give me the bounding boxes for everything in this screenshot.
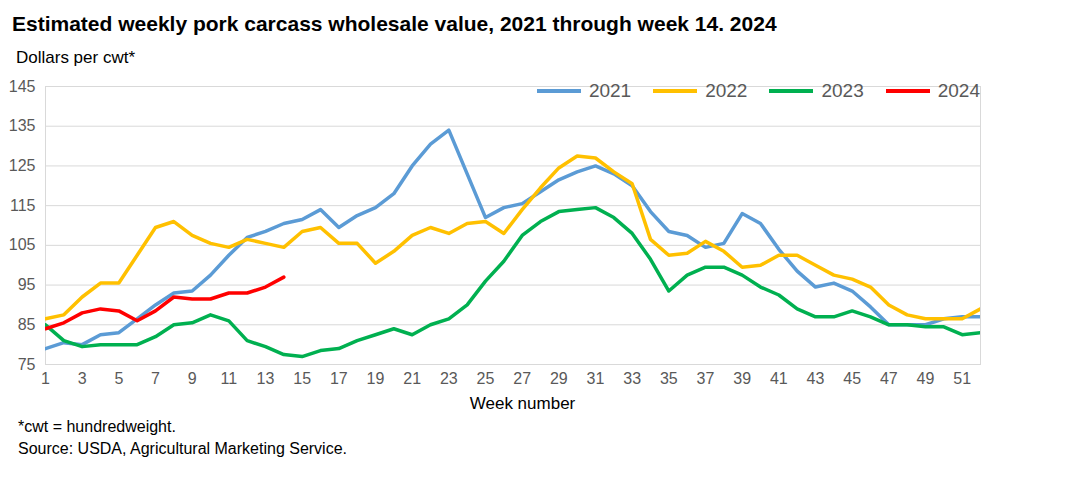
html-text:Week number: Week number	[469, 394, 576, 413]
svg-text:3: 3	[78, 370, 87, 387]
svg-text:145: 145	[9, 78, 36, 95]
svg-text:19: 19	[367, 370, 385, 387]
svg-text:33: 33	[623, 370, 641, 387]
svg-text:115: 115	[10, 197, 36, 214]
svg-text:5: 5	[114, 370, 123, 387]
svg-text:13: 13	[257, 370, 275, 387]
svg-text:11: 11	[221, 370, 238, 387]
svg-text:7: 7	[151, 370, 160, 387]
svg-text:105: 105	[9, 236, 36, 253]
svg-text:17: 17	[330, 370, 348, 387]
html-text:2022: 2022	[705, 80, 748, 101]
svg-text:135: 135	[9, 117, 36, 134]
svg-text:21: 21	[403, 370, 421, 387]
svg-text:95: 95	[18, 276, 36, 293]
svg-text:43: 43	[807, 370, 825, 387]
svg-text:15: 15	[293, 370, 311, 387]
svg-text:47: 47	[880, 370, 898, 387]
svg-text:9: 9	[188, 370, 197, 387]
html-text:Dollars per cwt*: Dollars per cwt*	[16, 48, 135, 67]
html-text:Estimated weekly pork carcass: Estimated weekly pork carcass wholesale …	[12, 12, 777, 35]
html-text:Source: USDA, Agricultural Mar: Source: USDA, Agricultural Marketing Ser…	[18, 440, 347, 457]
svg-text:125: 125	[9, 157, 36, 174]
svg-text:29: 29	[550, 370, 568, 387]
html-text:2023: 2023	[821, 80, 864, 101]
svg-text:85: 85	[18, 316, 36, 333]
svg-text:1: 1	[41, 370, 50, 387]
svg-text:75: 75	[18, 356, 36, 373]
svg-text:39: 39	[733, 370, 751, 387]
svg-text:51: 51	[953, 370, 971, 387]
svg-text:31: 31	[587, 370, 605, 387]
html-text:2024: 2024	[937, 80, 980, 101]
svg-text:49: 49	[917, 370, 935, 387]
svg-text:23: 23	[440, 370, 458, 387]
svg-text:27: 27	[513, 370, 531, 387]
html-text:2021: 2021	[588, 80, 632, 101]
svg-text:25: 25	[477, 370, 495, 387]
svg-text:37: 37	[697, 370, 715, 387]
html-text:*cwt = hundredweight.: *cwt = hundredweight.	[18, 418, 176, 435]
svg-text:35: 35	[660, 370, 678, 387]
svg-text:41: 41	[770, 370, 788, 387]
svg-text:45: 45	[843, 370, 861, 387]
